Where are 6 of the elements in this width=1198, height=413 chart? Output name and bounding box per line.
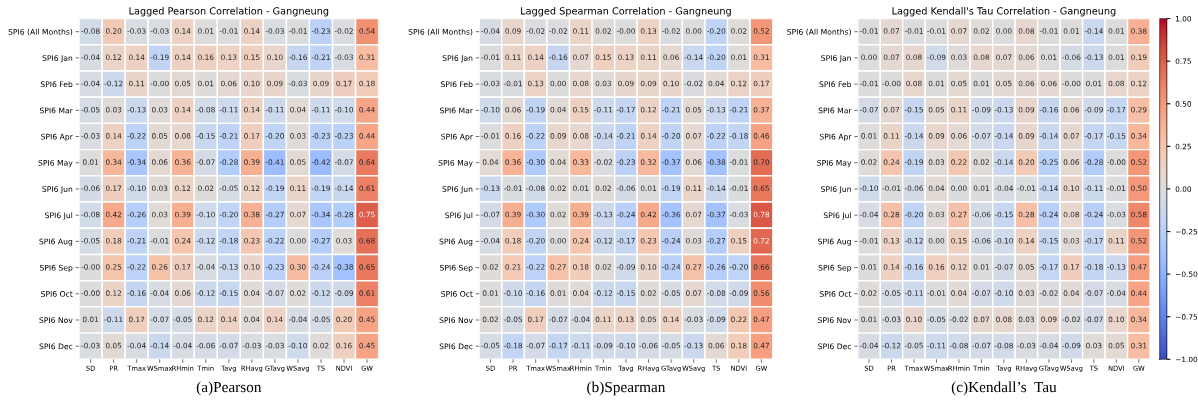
chart-title: Lagged Kendall's Tau Correlation - Gangneung [892, 7, 1116, 17]
text: (c)Kendall’s Tau [951, 381, 1057, 396]
text: (a)Pearson [196, 381, 262, 396]
chart-title: Lagged Pearson Correlation - Gangneung [129, 7, 329, 17]
chart-title: Lagged Spearman Correlation - Gangneung [521, 7, 731, 17]
text: (b)Spearman [587, 381, 666, 396]
